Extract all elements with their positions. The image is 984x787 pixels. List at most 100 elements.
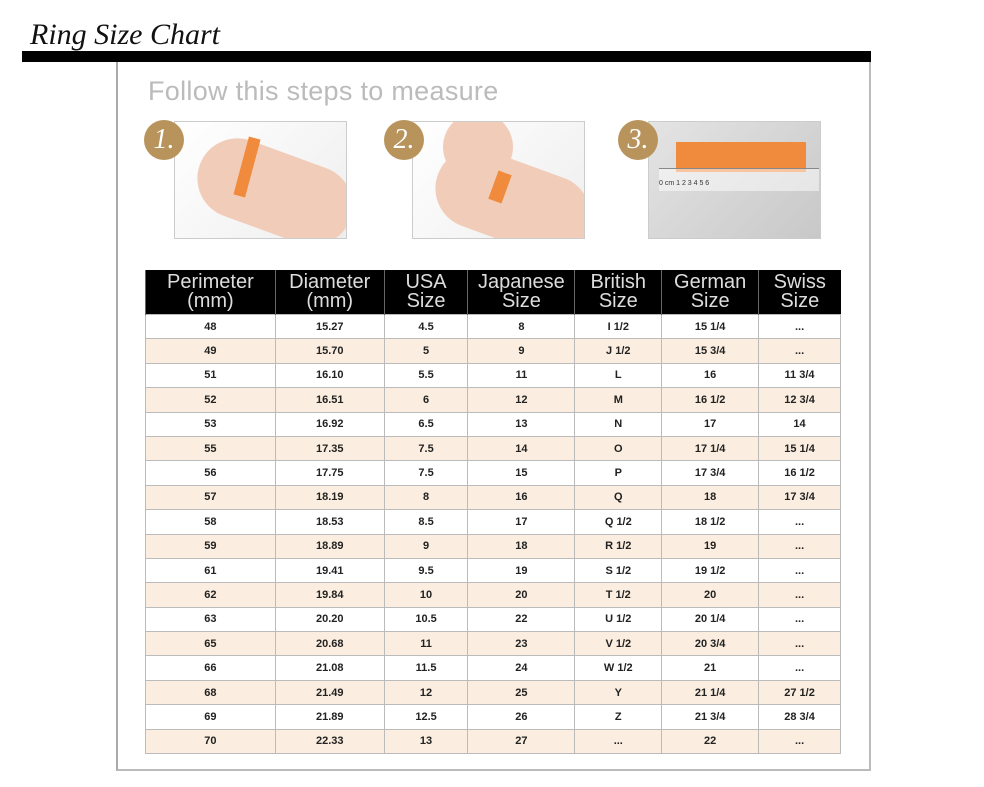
table-cell: 21 3/4	[661, 704, 760, 730]
table-cell: V 1/2	[574, 631, 663, 657]
table-cell: 49	[145, 338, 276, 364]
table-cell: 18.19	[274, 484, 385, 511]
table-cell: 16	[467, 484, 576, 511]
table-cell: 9	[467, 338, 576, 364]
table-cell: Y	[574, 679, 663, 706]
table-cell: 15.27	[274, 313, 385, 340]
table-cell: P	[574, 460, 663, 486]
table-cell: 9.5	[383, 557, 469, 584]
table-cell: 10	[383, 582, 469, 608]
table-cell: 15.70	[274, 338, 385, 364]
table-cell: 6	[383, 387, 469, 413]
column-header-line: Perimeter	[167, 271, 254, 293]
table-cell: ...	[758, 631, 841, 657]
table-row: 69 21.89 12.5 26 Z 21 3/4 28 3/4	[145, 704, 841, 730]
table-cell: 63	[145, 606, 276, 633]
table-cell: 52	[145, 387, 276, 413]
column-header: Diameter (mm)	[274, 270, 385, 315]
table-cell: 18	[467, 533, 576, 559]
table-cell: 23	[467, 631, 576, 657]
table-cell: N	[574, 411, 663, 437]
title-divider	[22, 51, 871, 62]
column-header: Japanese Size	[467, 270, 575, 315]
table-cell: ...	[758, 606, 841, 633]
table-cell: 13	[467, 411, 576, 437]
table-cell: ...	[758, 728, 841, 755]
table-cell: 20 1/4	[661, 606, 760, 633]
page-title: Ring Size Chart	[30, 18, 221, 51]
table-cell: 15	[467, 460, 576, 486]
table-cell: ...	[758, 533, 841, 559]
ruler: 0 cm 1 2 3 4 5 6	[659, 168, 819, 191]
table-cell: 20 3/4	[661, 631, 760, 657]
table-cell: 19	[467, 557, 576, 584]
table-row: 65 20.68 11 23 V 1/2 20 3/4...	[145, 631, 841, 657]
step-3-image: 0 cm 1 2 3 4 5 6	[648, 121, 821, 239]
column-header: Swiss Size	[758, 270, 841, 315]
table-cell: 20.68	[274, 631, 385, 657]
table-cell: 62	[145, 582, 276, 608]
table-cell: 15 1/4	[758, 435, 841, 462]
table-cell: 22.33	[274, 728, 385, 755]
table-cell: ...	[758, 655, 841, 681]
table-cell: 12 3/4	[758, 387, 841, 413]
table-cell: 68	[145, 679, 276, 706]
column-header-line: British	[590, 271, 647, 293]
table-cell: ...	[758, 557, 841, 584]
table-cell: 16.10	[274, 362, 385, 389]
table-cell: ...	[574, 728, 663, 755]
column-header-line: USA	[405, 271, 447, 293]
table-cell: 11 3/4	[758, 362, 841, 389]
table-cell: 25	[467, 679, 576, 706]
table-cell: S 1/2	[574, 557, 663, 584]
table-cell: 18 1/2	[661, 509, 760, 535]
table-cell: 22	[467, 606, 576, 633]
table-cell: 18.53	[274, 509, 385, 535]
column-header-line: Size	[501, 290, 541, 312]
step-3-badge: 3.	[618, 120, 658, 160]
table-row: 58 18.53 8.5 17 Q 1/2 18 1/2...	[145, 509, 841, 535]
table-cell: 28 3/4	[758, 704, 841, 730]
table-cell: 16.51	[274, 387, 385, 413]
table-cell: 21	[661, 655, 760, 681]
step-1-image	[174, 121, 347, 239]
table-cell: 70	[145, 728, 276, 755]
column-header-line: (mm)	[187, 290, 234, 312]
table-cell: 8	[467, 313, 576, 340]
table-cell: 5	[383, 338, 469, 364]
table-cell: O	[574, 435, 663, 462]
table-cell: T 1/2	[574, 582, 663, 608]
table-cell: 17 1/4	[661, 435, 760, 462]
column-header: British Size	[574, 270, 662, 315]
chart-frame	[116, 62, 871, 771]
table-cell: 20.20	[274, 606, 385, 633]
table-cell: 15 1/4	[661, 313, 760, 340]
column-header-line: Size	[406, 290, 446, 312]
table-cell: 17	[467, 509, 576, 535]
table-cell: 20	[661, 582, 760, 608]
table-cell: 21.89	[274, 704, 385, 730]
table-cell: ...	[758, 582, 841, 608]
column-header: Perimeter (mm)	[145, 270, 276, 315]
table-cell: J 1/2	[574, 338, 663, 364]
table-cell: Q 1/2	[574, 509, 663, 535]
table-cell: 16 1/2	[661, 387, 760, 413]
column-header: German Size	[661, 270, 759, 315]
table-cell: 15 3/4	[661, 338, 760, 364]
table-cell: 12	[383, 679, 469, 706]
table-row: 61 19.41 9.5 19 S 1/2 19 1/2...	[145, 557, 841, 584]
table-cell: ...	[758, 509, 841, 535]
table-cell: Q	[574, 484, 663, 511]
table-cell: M	[574, 387, 663, 413]
table-cell: R 1/2	[574, 533, 663, 559]
table-cell: 19.84	[274, 582, 385, 608]
table-cell: 21.08	[274, 655, 385, 681]
table-cell: 9	[383, 533, 469, 559]
step-1-badge: 1.	[144, 120, 184, 160]
table-cell: 12	[467, 387, 576, 413]
column-header-line: Size	[598, 290, 638, 312]
table-cell: 55	[145, 435, 276, 462]
table-row: 57 18.19 8 16 Q 18 17 3/4	[145, 484, 841, 511]
table-cell: 21 1/4	[661, 679, 760, 706]
table-cell: 7.5	[383, 435, 469, 462]
